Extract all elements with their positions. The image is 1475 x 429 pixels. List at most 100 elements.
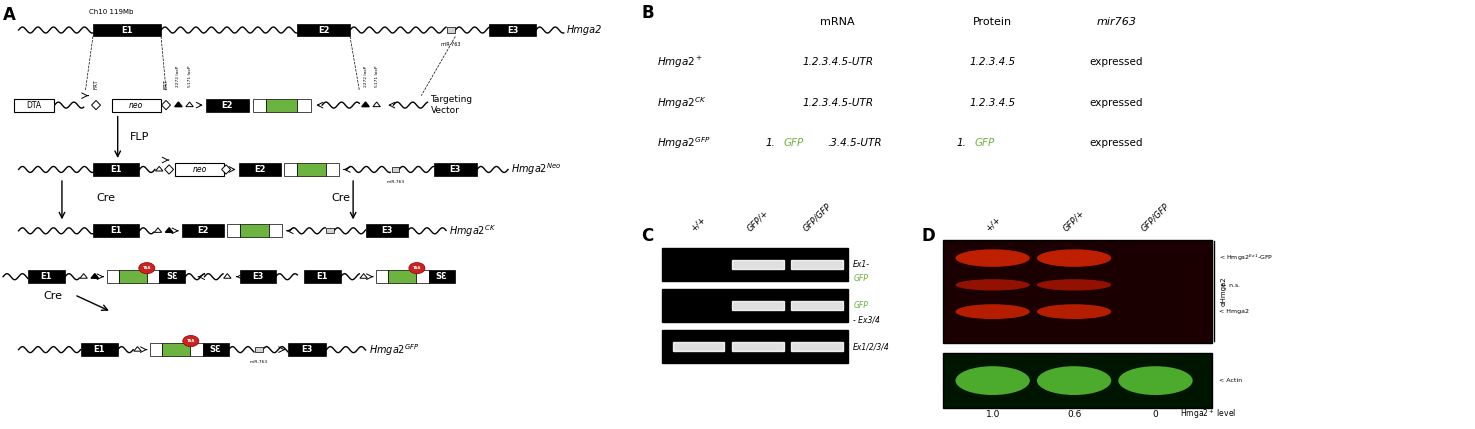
- Text: E2: E2: [221, 101, 233, 109]
- Text: TAA: TAA: [187, 339, 195, 343]
- Bar: [943, 353, 1212, 408]
- Bar: [416, 270, 429, 283]
- Bar: [190, 343, 202, 356]
- Text: SA: SA: [379, 274, 386, 279]
- Bar: [662, 330, 848, 363]
- Text: 2272 loxP: 2272 loxP: [363, 66, 367, 87]
- Text: 1.: 1.: [766, 138, 776, 148]
- Text: SD: SD: [419, 274, 426, 279]
- Circle shape: [183, 335, 199, 347]
- Bar: [240, 224, 270, 237]
- Circle shape: [139, 263, 155, 274]
- Text: SƐ: SƐ: [167, 272, 178, 281]
- Text: miR-763: miR-763: [441, 42, 462, 47]
- Text: eGFP: eGFP: [304, 167, 319, 172]
- Bar: [447, 27, 456, 33]
- Polygon shape: [186, 102, 193, 107]
- Text: Ch10 119Mb: Ch10 119Mb: [90, 9, 134, 15]
- Polygon shape: [134, 347, 142, 351]
- Polygon shape: [360, 274, 367, 278]
- Text: mRNA: mRNA: [820, 17, 855, 27]
- Text: αHmga2: αHmga2: [1221, 276, 1227, 306]
- Bar: [93, 163, 140, 176]
- Polygon shape: [174, 102, 181, 107]
- Text: 1.2.3.4.5: 1.2.3.4.5: [969, 57, 1016, 67]
- Bar: [326, 163, 339, 176]
- Text: TAA: TAA: [413, 266, 420, 270]
- Text: GFP/+: GFP/+: [1062, 208, 1087, 233]
- Text: SD: SD: [193, 347, 201, 352]
- Text: $\leftarrow$ n.s.: $\leftarrow$ n.s.: [1220, 281, 1242, 289]
- Bar: [732, 301, 783, 310]
- Text: $Hmga2^{GFP}$: $Hmga2^{GFP}$: [658, 135, 711, 151]
- Text: 0.6: 0.6: [1066, 410, 1081, 419]
- Ellipse shape: [1037, 366, 1111, 395]
- Text: eGFP: eGFP: [127, 274, 140, 279]
- Text: FRT: FRT: [93, 79, 99, 89]
- Text: < Hmga2: < Hmga2: [1220, 309, 1249, 314]
- Bar: [28, 270, 65, 283]
- Polygon shape: [80, 274, 87, 278]
- Text: 0: 0: [1152, 410, 1158, 419]
- Bar: [296, 163, 326, 176]
- Bar: [112, 99, 161, 112]
- Text: FRT: FRT: [164, 79, 168, 89]
- Text: SA: SA: [152, 347, 159, 352]
- Bar: [181, 224, 224, 237]
- Text: SD: SD: [286, 167, 294, 172]
- Text: neo: neo: [192, 165, 206, 174]
- Text: eGFP: eGFP: [274, 103, 289, 108]
- Bar: [162, 343, 190, 356]
- Text: SD: SD: [230, 228, 237, 233]
- Text: GFP: GFP: [783, 138, 804, 148]
- Text: E1: E1: [317, 272, 327, 281]
- Text: GFP/+: GFP/+: [745, 208, 770, 233]
- Bar: [240, 270, 276, 283]
- Bar: [490, 24, 535, 36]
- Text: SA: SA: [271, 228, 279, 233]
- Bar: [93, 24, 161, 36]
- Ellipse shape: [1037, 304, 1111, 319]
- Text: miR-763: miR-763: [386, 180, 404, 184]
- Bar: [13, 99, 55, 112]
- Text: E1: E1: [93, 345, 105, 354]
- Text: E1: E1: [41, 272, 52, 281]
- Text: < Hmga2$^{Ex1}$-GFP: < Hmga2$^{Ex1}$-GFP: [1220, 253, 1273, 263]
- Text: Cre: Cre: [332, 193, 351, 203]
- Text: E1: E1: [121, 26, 133, 34]
- Text: neo: neo: [130, 101, 143, 109]
- Text: 2272 loxP: 2272 loxP: [177, 66, 180, 87]
- Text: 1.2.3.4.5: 1.2.3.4.5: [969, 98, 1016, 108]
- Ellipse shape: [1037, 279, 1111, 290]
- Polygon shape: [221, 165, 230, 174]
- Bar: [662, 248, 848, 281]
- Text: GFP/GFP: GFP/GFP: [801, 202, 833, 233]
- Polygon shape: [91, 274, 99, 278]
- Text: E3: E3: [301, 345, 313, 354]
- Bar: [376, 270, 388, 283]
- Text: expressed: expressed: [1090, 98, 1143, 108]
- Bar: [662, 289, 848, 322]
- Text: TAA: TAA: [143, 266, 150, 270]
- Circle shape: [409, 263, 425, 274]
- Bar: [791, 342, 844, 351]
- Bar: [93, 224, 140, 237]
- Bar: [673, 342, 724, 351]
- Polygon shape: [91, 100, 100, 110]
- Text: SD: SD: [149, 274, 156, 279]
- Ellipse shape: [956, 304, 1030, 319]
- Text: Targeting
Vector: Targeting Vector: [431, 95, 472, 115]
- Text: D: D: [922, 227, 935, 245]
- Text: Hmga2: Hmga2: [566, 25, 602, 35]
- Polygon shape: [361, 102, 369, 107]
- Polygon shape: [224, 274, 232, 278]
- Text: E3: E3: [252, 272, 264, 281]
- Text: GFP: GFP: [975, 138, 994, 148]
- Bar: [285, 163, 296, 176]
- Text: eGFP: eGFP: [170, 347, 183, 352]
- Text: +/+: +/+: [689, 215, 708, 233]
- Polygon shape: [165, 228, 173, 233]
- Bar: [791, 301, 844, 310]
- Text: miR-763: miR-763: [249, 360, 268, 364]
- Text: expressed: expressed: [1090, 57, 1143, 67]
